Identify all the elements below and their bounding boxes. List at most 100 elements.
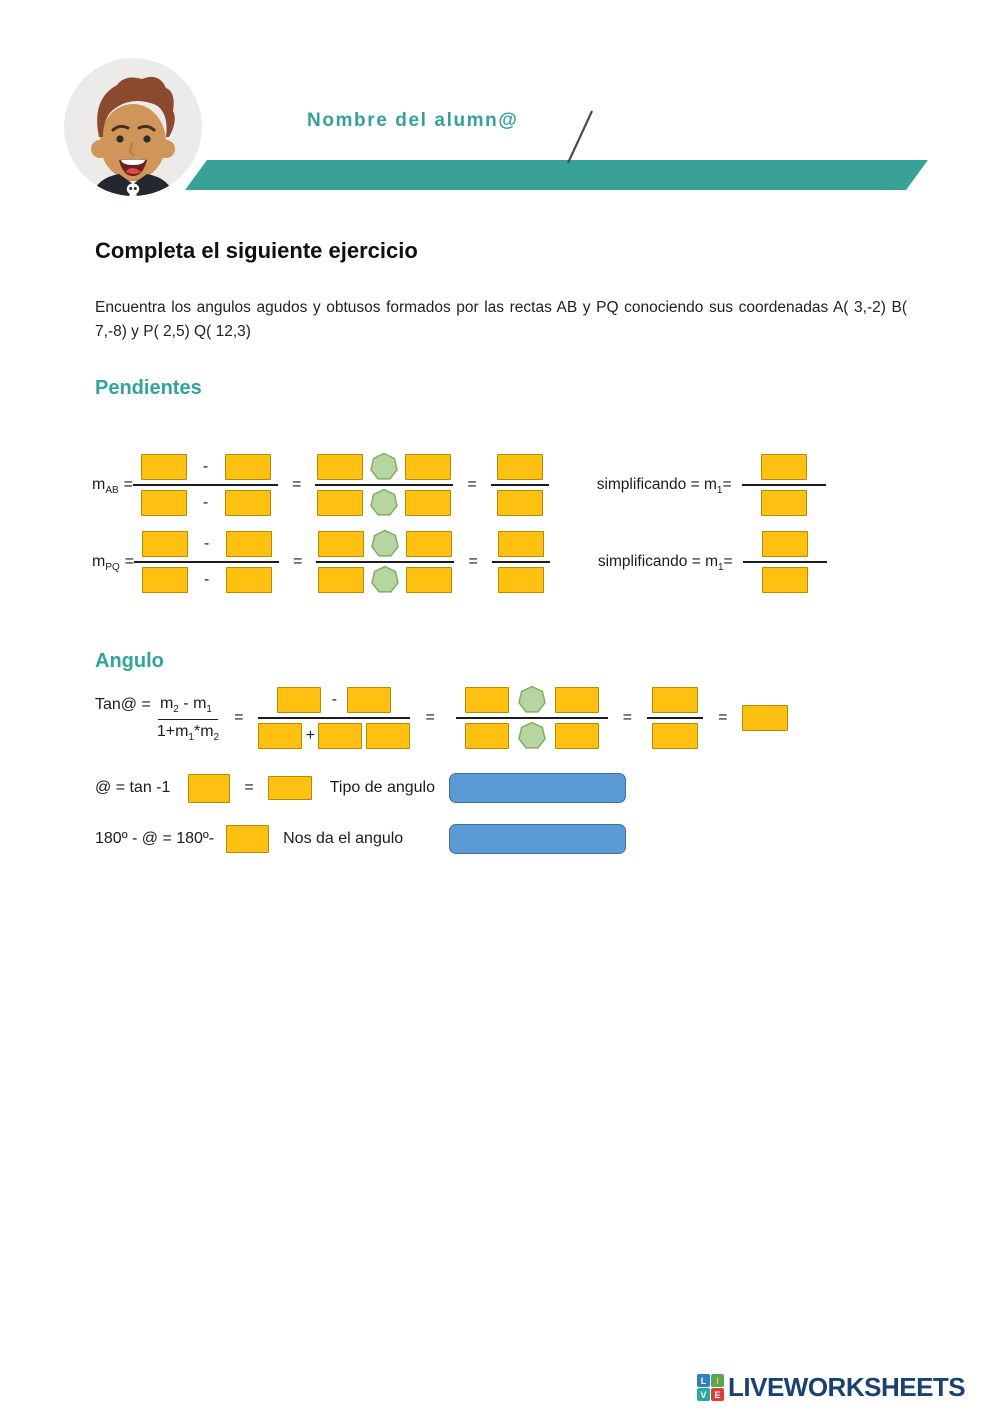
substituted-values-fraction (455, 685, 608, 751)
angle-type-dropdown[interactable] (449, 773, 626, 803)
operator-drop-heptagon[interactable] (370, 529, 400, 559)
student-boy-avatar-icon (64, 58, 202, 196)
answer-box[interactable] (226, 825, 270, 853)
operator-drop-heptagon[interactable] (370, 565, 400, 595)
simplified-fraction (742, 529, 827, 595)
minus-sign: - (202, 458, 209, 476)
answer-box[interactable] (761, 531, 808, 558)
answer-box[interactable] (141, 531, 188, 558)
fraction-bar (742, 561, 827, 563)
fraction-bar (491, 561, 550, 563)
answer-box[interactable] (258, 722, 303, 749)
exercise-title: Completa el siguiente ejercicio (95, 238, 418, 263)
answer-box[interactable] (761, 566, 808, 593)
answer-box[interactable] (347, 687, 392, 714)
equals-sign: = (124, 553, 135, 570)
operator-drop-heptagon[interactable] (369, 488, 399, 518)
answer-box[interactable] (496, 454, 543, 481)
tangent-formula-fraction: m2 - m1 1+m1*m2 (157, 695, 219, 743)
answer-box[interactable] (188, 773, 231, 803)
fraction-bar (490, 484, 549, 486)
logo-square-l: L (697, 1374, 710, 1387)
answer-box[interactable] (554, 687, 599, 714)
slope-ab-label: mAB = (92, 476, 134, 496)
minus-sign: - (202, 493, 209, 511)
answer-box[interactable] (497, 566, 544, 593)
answer-box[interactable] (225, 531, 272, 558)
minus-sign: - (203, 535, 210, 553)
plus-sign: + (305, 726, 316, 744)
answer-box[interactable] (405, 489, 452, 516)
answer-box[interactable] (267, 776, 312, 800)
slope-difference-fraction: - + (258, 685, 411, 751)
result-fraction (491, 529, 550, 595)
answer-box[interactable] (141, 566, 188, 593)
equals-sign: = (718, 709, 728, 726)
arctan-row: @ = tan -1 = Tipo de angulo (95, 772, 655, 804)
answer-box[interactable] (652, 722, 699, 749)
tangent-equation-row: Tan@ = m2 - m1 1+m1*m2 = - + = = = (95, 684, 789, 752)
minus-sign: - (203, 570, 210, 588)
student-name-label: Nombre del alumn@ (307, 110, 519, 131)
answer-box[interactable] (464, 687, 509, 714)
answer-box[interactable] (742, 705, 789, 731)
tangent-label: Tan@ = (95, 696, 151, 713)
teal-banner (185, 160, 928, 190)
obtuse-result-label: Nos da el angulo (283, 830, 404, 847)
equals-sign: = (467, 476, 477, 493)
operator-drop-heptagon[interactable] (517, 721, 547, 751)
answer-box[interactable] (496, 489, 543, 516)
angle-result-dropdown[interactable] (449, 824, 626, 854)
answer-box[interactable] (140, 489, 187, 516)
fraction-bar (133, 484, 279, 486)
answer-box[interactable] (224, 454, 271, 481)
logo-square-e: E (711, 1388, 724, 1401)
answer-box[interactable] (318, 722, 363, 749)
answer-box[interactable] (277, 687, 322, 714)
operator-drop-heptagon[interactable] (369, 452, 399, 482)
answer-box[interactable] (317, 489, 364, 516)
fraction-bar (316, 561, 455, 563)
fraction-bar (647, 717, 704, 719)
angle-type-label: Tipo de angulo (329, 779, 435, 796)
simplified-fraction (741, 452, 826, 518)
operator-drop-heptagon[interactable] (517, 685, 547, 715)
answer-box[interactable] (406, 566, 453, 593)
answer-box[interactable] (224, 489, 271, 516)
answer-box[interactable] (652, 687, 699, 714)
equals-sign: = (244, 779, 254, 796)
exercise-instructions: Encuentra los angulos agudos y obtusos f… (95, 299, 907, 341)
slope-pq-equation-row: mPQ = - - = = simplificando = m1= (92, 529, 827, 595)
answer-box[interactable] (405, 454, 452, 481)
section-heading-angulo: Angulo (95, 650, 164, 672)
answer-box[interactable] (760, 489, 807, 516)
result-fraction (490, 452, 549, 518)
slope-ab-equation-row: mAB = - - = = simplificando = m1= (92, 452, 826, 518)
liveworksheets-footer: L I V E LIVEWORKSHEETS (697, 1372, 966, 1403)
answer-box[interactable] (366, 722, 411, 749)
answer-box[interactable] (317, 454, 364, 481)
equals-sign: = (234, 709, 244, 726)
answer-box[interactable] (140, 454, 187, 481)
answer-box[interactable] (318, 566, 365, 593)
answer-box[interactable] (318, 531, 365, 558)
equals-sign: = (425, 709, 435, 726)
answer-box[interactable] (760, 454, 807, 481)
arctan-prefix: @ = tan -1 (95, 779, 171, 796)
answer-box[interactable] (225, 566, 272, 593)
answer-box[interactable] (497, 531, 544, 558)
header-decoration (185, 110, 928, 190)
simplify-label: simplificando = m1= (597, 553, 733, 573)
equals-sign: = (468, 553, 478, 570)
minus-sign: - (331, 691, 338, 709)
fraction-bar (455, 717, 608, 719)
fraction-bar (315, 484, 454, 486)
answer-box[interactable] (406, 531, 453, 558)
answer-box[interactable] (464, 722, 509, 749)
answer-box[interactable] (554, 722, 599, 749)
obtuse-prefix: 180º - @ = 180º- (95, 830, 215, 847)
brand-name: LIVEWORKSHEETS (728, 1372, 966, 1402)
coordinate-difference-fraction: - - (133, 452, 279, 518)
equals-sign: = (293, 553, 303, 570)
